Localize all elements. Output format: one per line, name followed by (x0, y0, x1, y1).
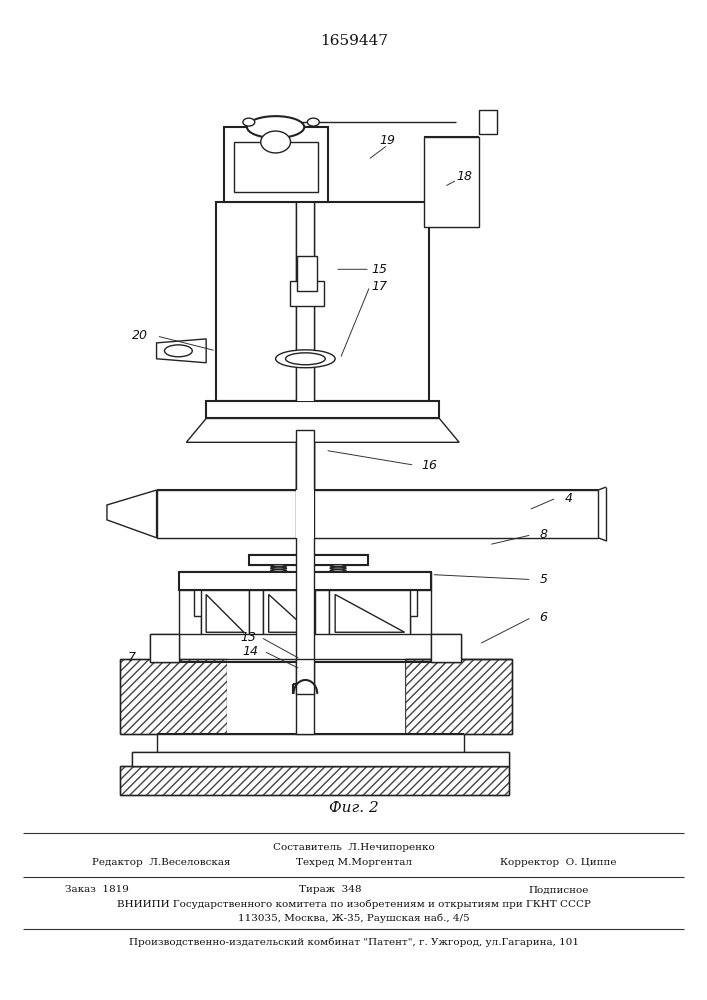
Bar (296, 202, 315, 401)
Bar (150, 634, 163, 662)
Bar (315, 589, 329, 634)
Text: 20: 20 (132, 329, 148, 342)
Bar (216, 202, 429, 401)
Polygon shape (269, 594, 310, 632)
Text: Корректор  О. Циппе: Корректор О. Циппе (500, 858, 617, 867)
Polygon shape (206, 594, 244, 632)
Bar (249, 555, 368, 565)
Bar (156, 734, 464, 752)
Text: 17: 17 (372, 280, 388, 293)
Text: 1659447: 1659447 (320, 34, 388, 48)
Bar (150, 634, 180, 662)
Text: 16: 16 (421, 459, 438, 472)
Text: 113035, Москва, Ж-35, Раушская наб., 4/5: 113035, Москва, Ж-35, Раушская наб., 4/5 (238, 914, 470, 923)
Ellipse shape (271, 567, 286, 569)
Bar (296, 430, 315, 734)
Bar (180, 572, 431, 589)
Bar (424, 137, 479, 227)
Bar (156, 490, 598, 538)
Text: 14: 14 (243, 645, 259, 658)
Text: 7: 7 (128, 651, 136, 664)
Text: Фиг. 2: Фиг. 2 (329, 801, 379, 815)
Text: Техред М.Моргентал: Техред М.Моргентал (296, 858, 412, 867)
Text: 19: 19 (380, 134, 396, 147)
Text: 15: 15 (372, 263, 388, 276)
Bar (431, 634, 461, 662)
Polygon shape (180, 589, 201, 634)
Ellipse shape (165, 345, 192, 357)
Polygon shape (107, 490, 156, 538)
Bar (120, 659, 227, 734)
Text: 13: 13 (241, 631, 257, 644)
Bar (180, 589, 194, 634)
Bar (291, 281, 325, 306)
Bar (298, 256, 317, 291)
Text: Производственно-издательский комбинат "Патент", г. Ужгород, ул.Гагарина, 101: Производственно-издательский комбинат "П… (129, 938, 579, 947)
Text: Тираж  348: Тираж 348 (299, 885, 361, 894)
Bar (227, 659, 404, 734)
Polygon shape (263, 589, 315, 634)
Text: Подписное: Подписное (528, 885, 588, 894)
Ellipse shape (247, 116, 304, 138)
Polygon shape (156, 339, 206, 363)
Ellipse shape (330, 565, 346, 567)
Bar (335, 594, 402, 632)
Text: Составитель  Л.Нечипоренко: Составитель Л.Нечипоренко (273, 843, 435, 852)
Bar (224, 127, 328, 202)
Bar (445, 634, 461, 662)
Text: 6: 6 (539, 611, 547, 624)
Bar (120, 766, 509, 795)
Text: 8: 8 (539, 528, 547, 541)
Ellipse shape (330, 569, 346, 571)
Text: 4: 4 (564, 492, 572, 505)
Bar (234, 142, 318, 192)
Bar (404, 659, 512, 734)
Ellipse shape (261, 131, 291, 153)
Bar (296, 442, 315, 490)
Ellipse shape (308, 118, 320, 126)
Ellipse shape (286, 353, 325, 365)
Text: 18: 18 (456, 170, 472, 183)
Ellipse shape (271, 565, 286, 567)
Bar (296, 490, 315, 538)
Ellipse shape (276, 350, 335, 368)
Polygon shape (409, 589, 431, 634)
Bar (206, 401, 439, 418)
Polygon shape (335, 594, 404, 632)
Bar (479, 110, 497, 134)
Bar (249, 589, 263, 634)
Bar (296, 659, 315, 694)
Polygon shape (329, 589, 409, 634)
Polygon shape (187, 418, 459, 442)
Bar (206, 594, 244, 632)
Bar (315, 589, 329, 634)
Bar (249, 589, 263, 634)
Bar (132, 752, 509, 766)
Ellipse shape (271, 569, 286, 571)
Ellipse shape (243, 118, 255, 126)
Ellipse shape (330, 567, 346, 569)
Bar (416, 589, 431, 634)
Text: 5: 5 (539, 573, 547, 586)
Text: Заказ  1819: Заказ 1819 (65, 885, 129, 894)
Text: ВНИИПИ Государственного комитета по изобретениям и открытиям при ГКНТ СССР: ВНИИПИ Государственного комитета по изоб… (117, 900, 591, 909)
Text: Редактор  Л.Веселовская: Редактор Л.Веселовская (93, 858, 230, 867)
Polygon shape (201, 589, 249, 634)
